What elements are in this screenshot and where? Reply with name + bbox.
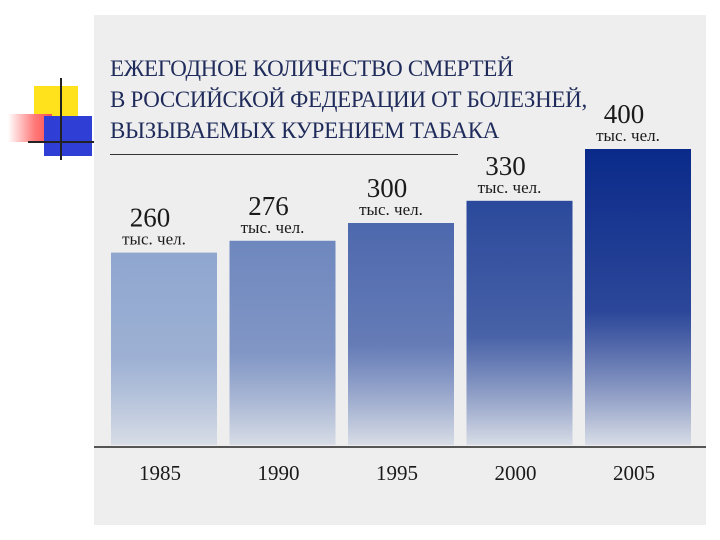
decorative-vertical-line <box>60 78 62 160</box>
bar-value-label: 276 <box>248 191 289 221</box>
x-tick-label-2005: 2005 <box>613 461 655 485</box>
decorative-blue-square <box>44 116 92 156</box>
bar-unit-label: тыс. чел. <box>241 218 305 237</box>
chart-title: Ежегодное количество смертей в Российско… <box>110 56 587 143</box>
bar-unit-label: тыс. чел. <box>596 126 660 145</box>
bar-value-label: 400 <box>604 99 645 129</box>
bar-value-label: 260 <box>130 203 171 233</box>
bar-1995 <box>348 223 454 445</box>
bar-2000 <box>466 200 573 445</box>
bar-1990 <box>229 240 336 445</box>
bar-value-label: 300 <box>367 173 408 203</box>
decorative-horizontal-line <box>28 141 94 143</box>
title-underline <box>110 154 458 155</box>
x-tick-label-1990: 1990 <box>258 461 300 485</box>
bar-unit-label: тыс. чел. <box>359 200 423 219</box>
bar-value-label: 330 <box>485 151 526 181</box>
x-tick-label-1985: 1985 <box>139 461 181 485</box>
chart-panel: Ежегодное количество смертей в Российско… <box>94 15 706 525</box>
bar-unit-label: тыс. чел. <box>478 178 542 197</box>
bar-1985 <box>111 252 217 445</box>
x-tick-label-1995: 1995 <box>376 461 418 485</box>
bar-unit-label: тыс. чел. <box>122 230 186 249</box>
x-tick-label-2000: 2000 <box>495 461 537 485</box>
bar-2005 <box>585 149 691 445</box>
